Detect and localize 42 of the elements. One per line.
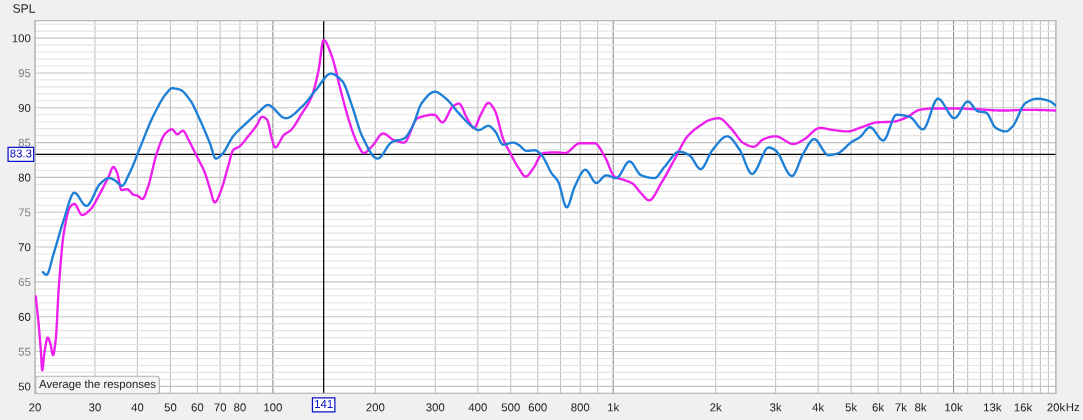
ref-line-label: 141: [315, 400, 333, 408]
x-tick-label: 500: [501, 403, 520, 412]
annotation: Average the responses: [39, 379, 156, 391]
x-tick-label: 4k: [812, 403, 825, 412]
x-tick-label: 70: [214, 403, 227, 412]
x-tick-label: 60: [191, 403, 204, 412]
y-tick-label: 75: [18, 208, 31, 217]
y-tick-label: 100: [12, 34, 31, 43]
x-tick-label: 50: [164, 403, 177, 412]
x-tick-label: 200: [366, 403, 385, 412]
x-axis-title: Hz: [1066, 403, 1080, 411]
x-tick-label: 2k: [710, 403, 722, 412]
x-tick-label: 16k: [1014, 403, 1033, 412]
x-tick-label: 10k: [945, 403, 963, 412]
x-tick-label: 80: [234, 403, 246, 412]
x-tick-label: 600: [528, 403, 547, 412]
y-tick-label: 90: [18, 103, 31, 112]
y-tick-label: 60: [18, 312, 31, 321]
y-tick-label: 95: [18, 69, 31, 78]
ref-line-label: 83.3: [10, 149, 32, 158]
x-tick-label: 100: [264, 403, 282, 412]
x-tick-label: 40: [131, 403, 144, 412]
x-tick-label: 13k: [984, 403, 1002, 412]
x-tick-label: 20k: [1047, 403, 1066, 412]
x-tick-label: 7k: [895, 403, 907, 412]
x-tick-label: 30: [89, 403, 101, 412]
y-tick-label: 80: [18, 173, 31, 182]
x-tick-label: 20: [29, 403, 41, 412]
x-tick-label: 8k: [915, 403, 927, 412]
y-tick-label: 55: [18, 347, 31, 356]
x-tick-label: 400: [468, 403, 487, 412]
y-tick-label: 70: [18, 243, 31, 252]
x-tick-label: 6k: [872, 403, 885, 412]
x-tick-label: 5k: [845, 403, 858, 412]
y-tick-label: 85: [18, 138, 31, 147]
y-axis-title: SPL: [13, 4, 35, 13]
y-tick-label: 50: [18, 382, 31, 391]
y-tick-label: 65: [18, 278, 31, 287]
x-tick-label: 300: [426, 403, 445, 412]
x-tick-label: 800: [571, 403, 590, 412]
x-tick-label: 3k: [770, 403, 782, 412]
x-tick-label: 1k: [608, 403, 620, 412]
